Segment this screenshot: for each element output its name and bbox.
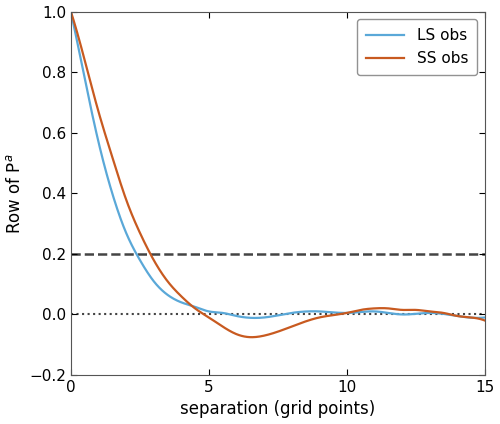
- Line: SS obs: SS obs: [71, 11, 485, 337]
- SS obs: [141, 239, 147, 244]
- Legend: LS obs, SS obs: LS obs, SS obs: [357, 19, 477, 75]
- LS obs: [252, 315, 258, 321]
- LS obs: [68, 9, 74, 14]
- LS obs: [345, 310, 351, 315]
- LS obs: [380, 310, 386, 315]
- LS obs: [174, 298, 180, 303]
- LS obs: [256, 315, 262, 321]
- SS obs: [256, 334, 262, 339]
- X-axis label: separation (grid points): separation (grid points): [180, 400, 376, 418]
- LS obs: [482, 315, 488, 320]
- SS obs: [482, 318, 488, 323]
- SS obs: [312, 316, 318, 321]
- SS obs: [380, 306, 386, 311]
- SS obs: [68, 9, 74, 14]
- SS obs: [249, 335, 255, 340]
- LS obs: [312, 309, 318, 314]
- Line: LS obs: LS obs: [71, 11, 485, 318]
- SS obs: [345, 310, 351, 315]
- LS obs: [141, 265, 147, 270]
- SS obs: [174, 290, 180, 295]
- Y-axis label: Row of P$^a$: Row of P$^a$: [6, 153, 24, 234]
